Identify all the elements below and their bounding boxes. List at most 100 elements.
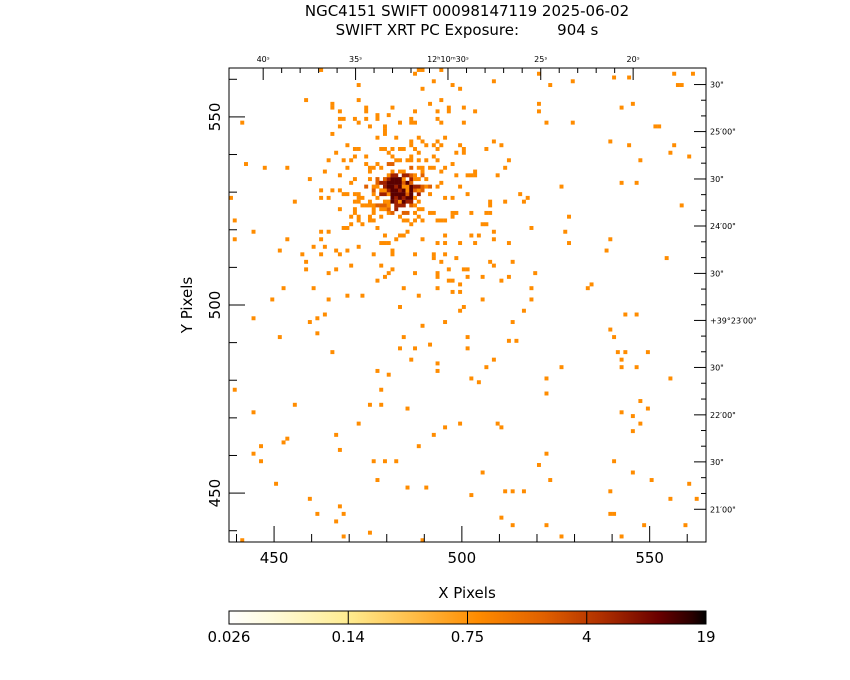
- count-pixel: [315, 331, 320, 336]
- count-pixel: [390, 210, 395, 215]
- count-pixel: [352, 154, 357, 159]
- count-pixel: [405, 218, 410, 223]
- dec-tick-label: 21′00": [710, 505, 736, 514]
- dec-tick-label: 30": [710, 269, 724, 278]
- count-pixel: [450, 195, 455, 200]
- count-pixel: [345, 143, 350, 148]
- count-pixel: [585, 286, 590, 291]
- count-pixel: [413, 210, 417, 215]
- count-pixel: [375, 478, 380, 483]
- count-pixel: [375, 180, 380, 185]
- count-pixel: [473, 169, 478, 174]
- count-pixel: [356, 195, 361, 200]
- count-pixel: [398, 233, 402, 238]
- count-pixel: [386, 199, 391, 204]
- colorbar-tick-label: 19: [696, 628, 715, 646]
- xray-counts-image: [229, 68, 699, 543]
- count-pixel: [401, 184, 406, 189]
- count-pixel: [435, 147, 440, 151]
- count-pixel: [379, 263, 384, 268]
- x-tick-label: 550: [635, 549, 664, 567]
- count-pixel: [675, 83, 680, 88]
- count-pixel: [315, 316, 320, 321]
- count-pixel: [375, 116, 380, 121]
- count-pixel: [394, 180, 399, 185]
- count-pixel: [521, 489, 526, 494]
- count-pixel: [311, 286, 316, 291]
- count-pixel: [446, 267, 451, 272]
- count-pixel: [536, 109, 541, 114]
- count-pixel: [450, 83, 455, 88]
- count-pixel: [300, 252, 305, 257]
- count-pixel: [352, 177, 357, 182]
- count-pixel: [322, 169, 327, 174]
- count-pixel: [413, 188, 417, 193]
- colorbar-tick-label: 4: [582, 628, 592, 646]
- count-pixel: [454, 210, 459, 215]
- count-pixel: [503, 199, 508, 204]
- count-pixel: [345, 226, 350, 230]
- count-pixel: [379, 387, 384, 392]
- count-pixel: [240, 120, 245, 125]
- count-pixel: [382, 459, 387, 464]
- count-pixel: [510, 489, 515, 494]
- count-pixel: [390, 180, 395, 185]
- count-pixel: [386, 180, 391, 185]
- ra-tick-label: 35ˢ: [349, 55, 362, 64]
- ra-tick-label: 20ˢ: [627, 55, 640, 64]
- dec-tick-label: 24′00": [710, 222, 736, 231]
- count-pixel: [642, 523, 647, 528]
- count-pixel: [461, 105, 466, 110]
- count-pixel: [394, 184, 399, 189]
- count-pixel: [409, 180, 414, 185]
- count-pixel: [405, 188, 410, 193]
- count-pixel: [405, 184, 410, 189]
- count-pixel: [533, 271, 538, 276]
- count-pixel: [371, 165, 376, 170]
- count-pixel: [431, 432, 436, 437]
- count-pixel: [420, 184, 425, 189]
- count-pixel: [413, 184, 417, 189]
- count-pixel: [259, 444, 264, 449]
- count-pixel: [439, 259, 444, 264]
- count-pixel: [398, 169, 402, 174]
- count-pixel: [435, 158, 440, 163]
- count-pixel: [367, 177, 372, 182]
- count-pixel: [401, 210, 406, 215]
- count-pixel: [469, 376, 474, 381]
- count-pixel: [356, 199, 361, 204]
- count-pixel: [345, 165, 350, 170]
- count-pixel: [683, 523, 688, 528]
- count-pixel: [386, 372, 391, 377]
- count-pixel: [491, 229, 496, 234]
- count-pixel: [379, 192, 384, 197]
- count-pixel: [375, 135, 380, 140]
- count-pixel: [367, 218, 372, 223]
- count-pixel: [503, 489, 508, 494]
- count-pixel: [360, 222, 365, 227]
- count-pixel: [416, 68, 421, 72]
- count-pixel: [687, 154, 692, 159]
- count-pixel: [337, 252, 342, 257]
- count-pixel: [232, 237, 237, 242]
- count-pixel: [337, 188, 342, 193]
- count-pixel: [409, 116, 414, 121]
- count-pixel: [461, 147, 466, 151]
- count-pixel: [627, 143, 632, 148]
- count-pixel: [454, 256, 459, 261]
- count-pixel: [461, 267, 466, 272]
- count-pixel: [420, 68, 425, 72]
- count-pixel: [398, 214, 402, 219]
- count-pixel: [390, 177, 395, 182]
- count-pixel: [431, 165, 436, 170]
- count-pixel: [398, 177, 402, 182]
- count-pixel: [416, 293, 421, 298]
- ra-tick-label: 12ʰ10ᵐ30ˢ: [427, 55, 469, 64]
- count-pixel: [495, 173, 500, 178]
- count-pixel: [360, 195, 365, 200]
- count-pixel: [491, 237, 496, 242]
- count-pixel: [398, 147, 402, 151]
- count-pixel: [375, 203, 380, 208]
- count-pixel: [390, 199, 395, 204]
